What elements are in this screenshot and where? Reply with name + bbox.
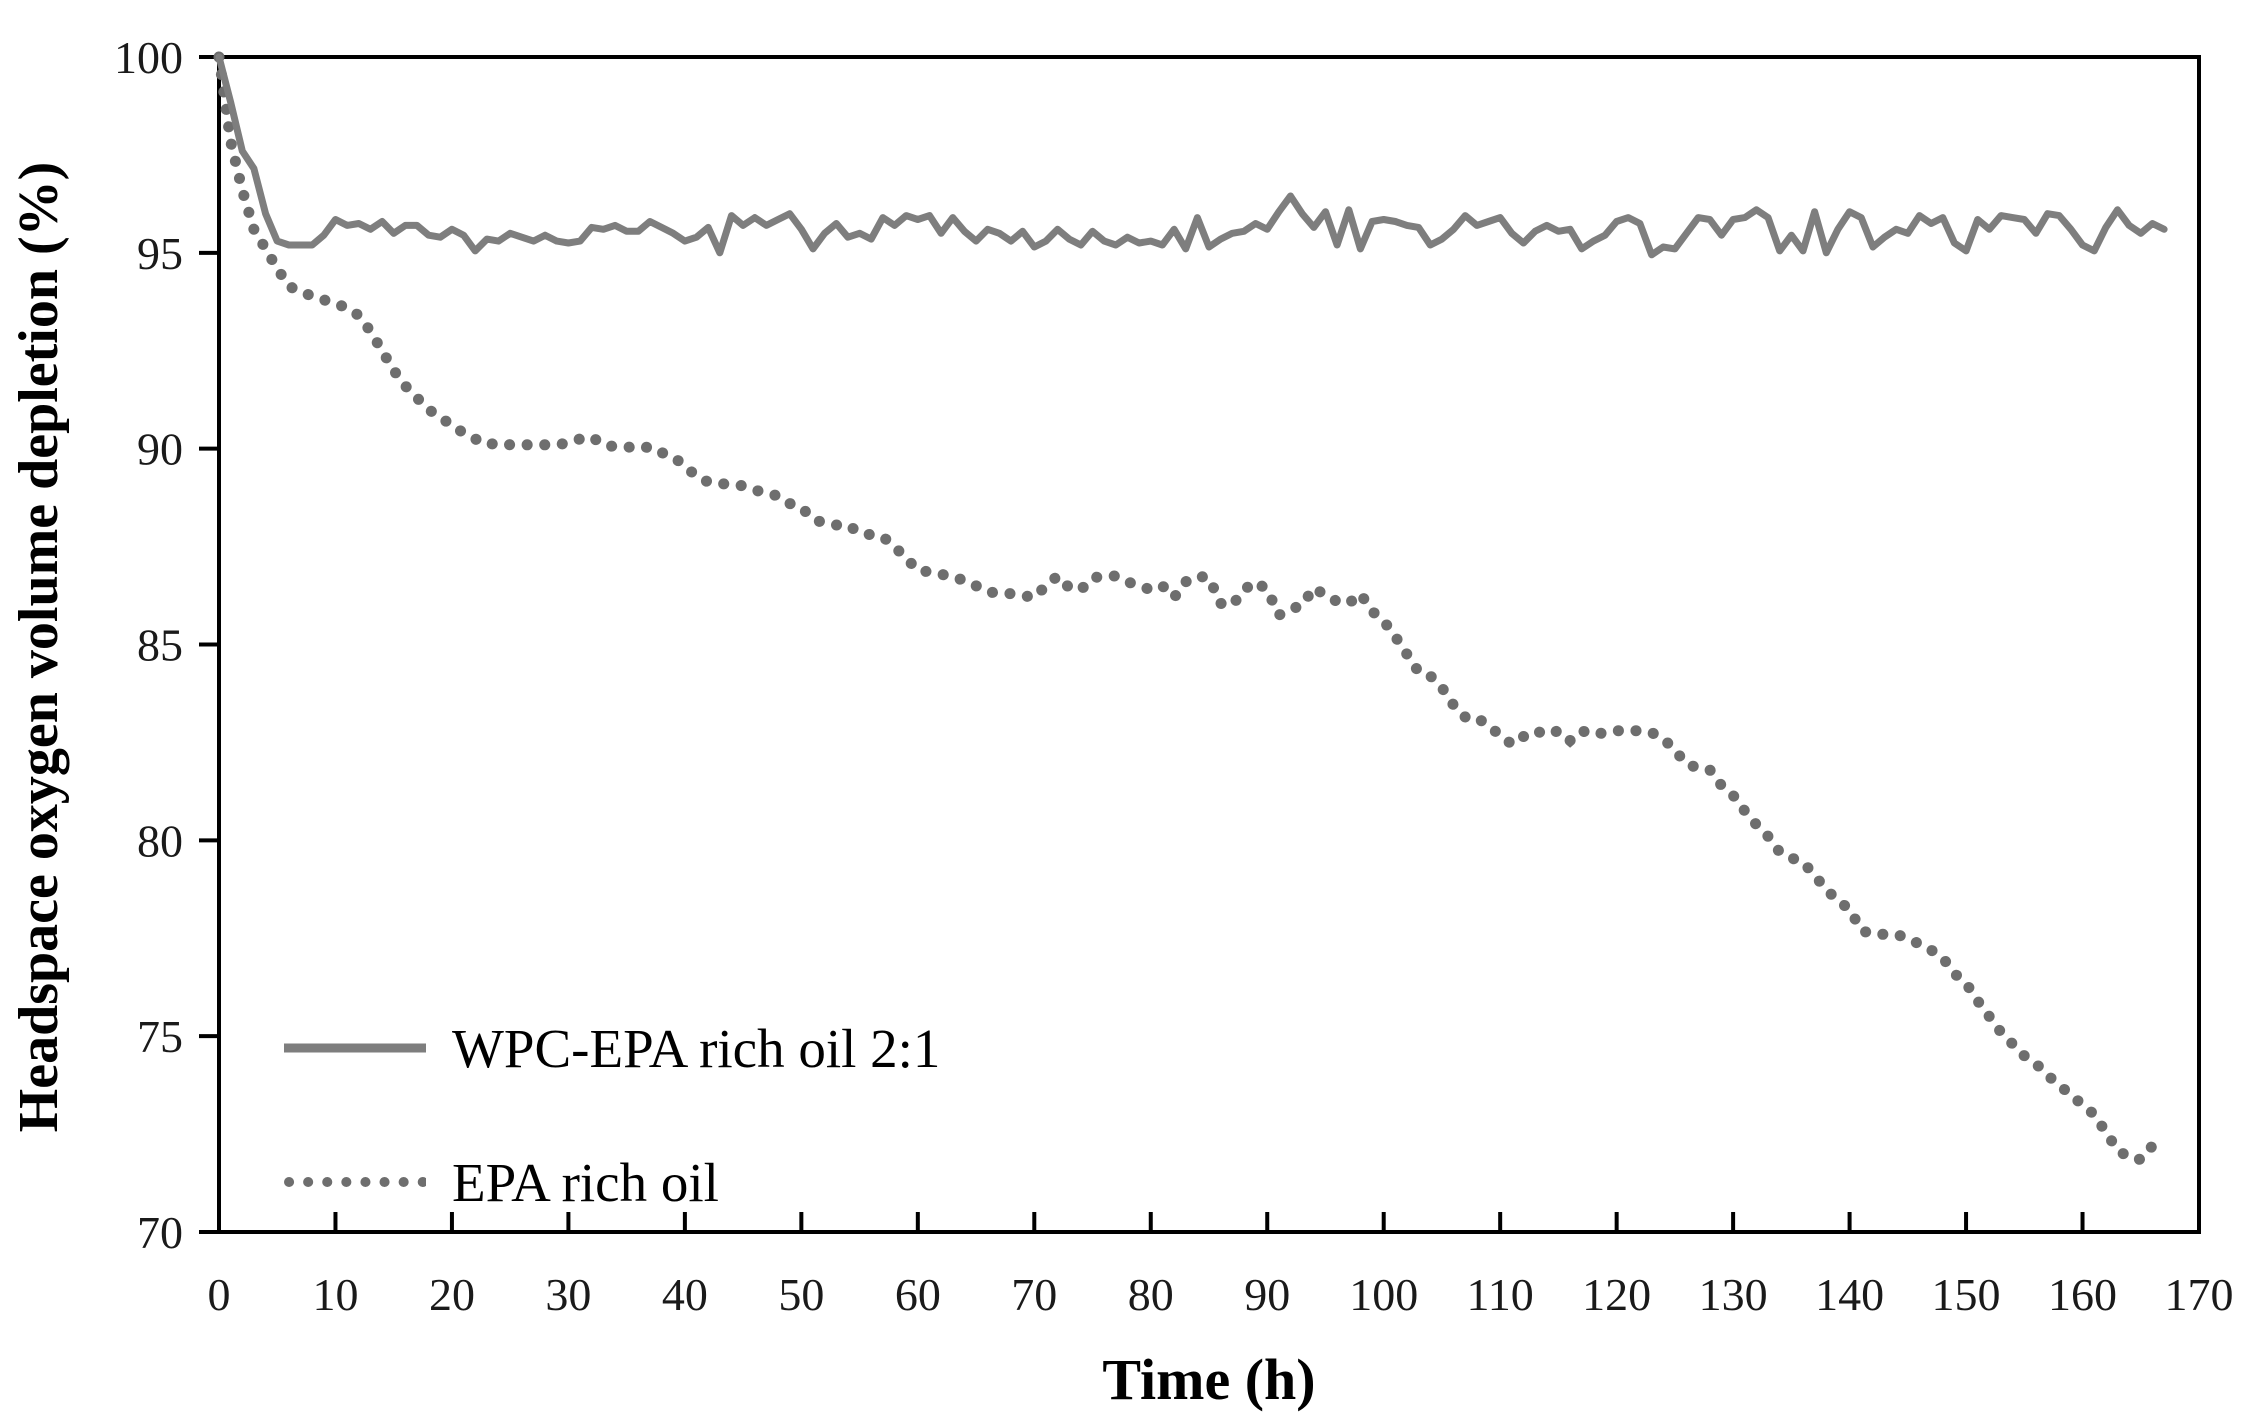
legend-solid-line-swatch xyxy=(284,1042,426,1054)
x-tick-label: 70 xyxy=(1011,1269,1057,1320)
x-tick-labels: 0 10 20 30 40 50 60 70 80 90 100 110 120 130 140 150 160… xyxy=(208,1269,2234,1320)
x-tick-label: 20 xyxy=(429,1269,475,1320)
x-ticks xyxy=(333,1212,2085,1232)
x-tick-label: 60 xyxy=(895,1269,941,1320)
x-axis-title: Time (h) xyxy=(1102,1347,1316,1412)
x-tick-label: 150 xyxy=(1932,1269,2001,1320)
legend-label-wpc-epa: WPC-EPA rich oil 2:1 xyxy=(452,1017,941,1079)
legend: WPC-EPA rich oil 2:1 EPA rich oil xyxy=(284,1014,1044,1282)
x-tick-label: 140 xyxy=(1815,1269,1884,1320)
x-tick-label: 10 xyxy=(312,1269,358,1320)
y-tick-labels: 70 75 80 85 90 95 100 xyxy=(114,32,183,1258)
y-tick-label: 70 xyxy=(137,1207,183,1258)
y-tick-label: 75 xyxy=(137,1011,183,1062)
x-tick-label: 30 xyxy=(545,1269,591,1320)
legend-label-epa: EPA rich oil xyxy=(452,1151,719,1213)
x-tick-label: 100 xyxy=(1349,1269,1418,1320)
x-tick-label: 90 xyxy=(1244,1269,1290,1320)
legend-item-epa: EPA rich oil xyxy=(284,1148,1044,1216)
series-epa-dotted-line xyxy=(213,51,2158,1166)
series-wpc-epa-solid-line xyxy=(215,53,2168,259)
y-tick-label: 100 xyxy=(114,32,183,83)
y-tick-label: 85 xyxy=(137,620,183,671)
x-tick-label: 170 xyxy=(2165,1269,2234,1320)
y-tick-label: 80 xyxy=(137,815,183,866)
x-tick-label: 130 xyxy=(1699,1269,1768,1320)
y-ticks xyxy=(199,55,219,1234)
y-axis-title: Headspace oxygen volume depletion (%) xyxy=(8,161,70,1133)
x-tick-label: 0 xyxy=(208,1269,231,1320)
y-tick-label: 95 xyxy=(137,228,183,279)
plot-frame xyxy=(217,55,2201,1234)
legend-item-wpc-epa: WPC-EPA rich oil 2:1 xyxy=(284,1014,1044,1082)
x-tick-label: 120 xyxy=(1582,1269,1651,1320)
x-tick-label: 110 xyxy=(1467,1269,1534,1320)
x-tick-label: 50 xyxy=(778,1269,824,1320)
y-tick-label: 90 xyxy=(137,424,183,475)
x-tick-label: 80 xyxy=(1128,1269,1174,1320)
x-tick-label: 160 xyxy=(2048,1269,2117,1320)
x-tick-label: 40 xyxy=(662,1269,708,1320)
legend-dotted-line-swatch xyxy=(284,1176,426,1188)
